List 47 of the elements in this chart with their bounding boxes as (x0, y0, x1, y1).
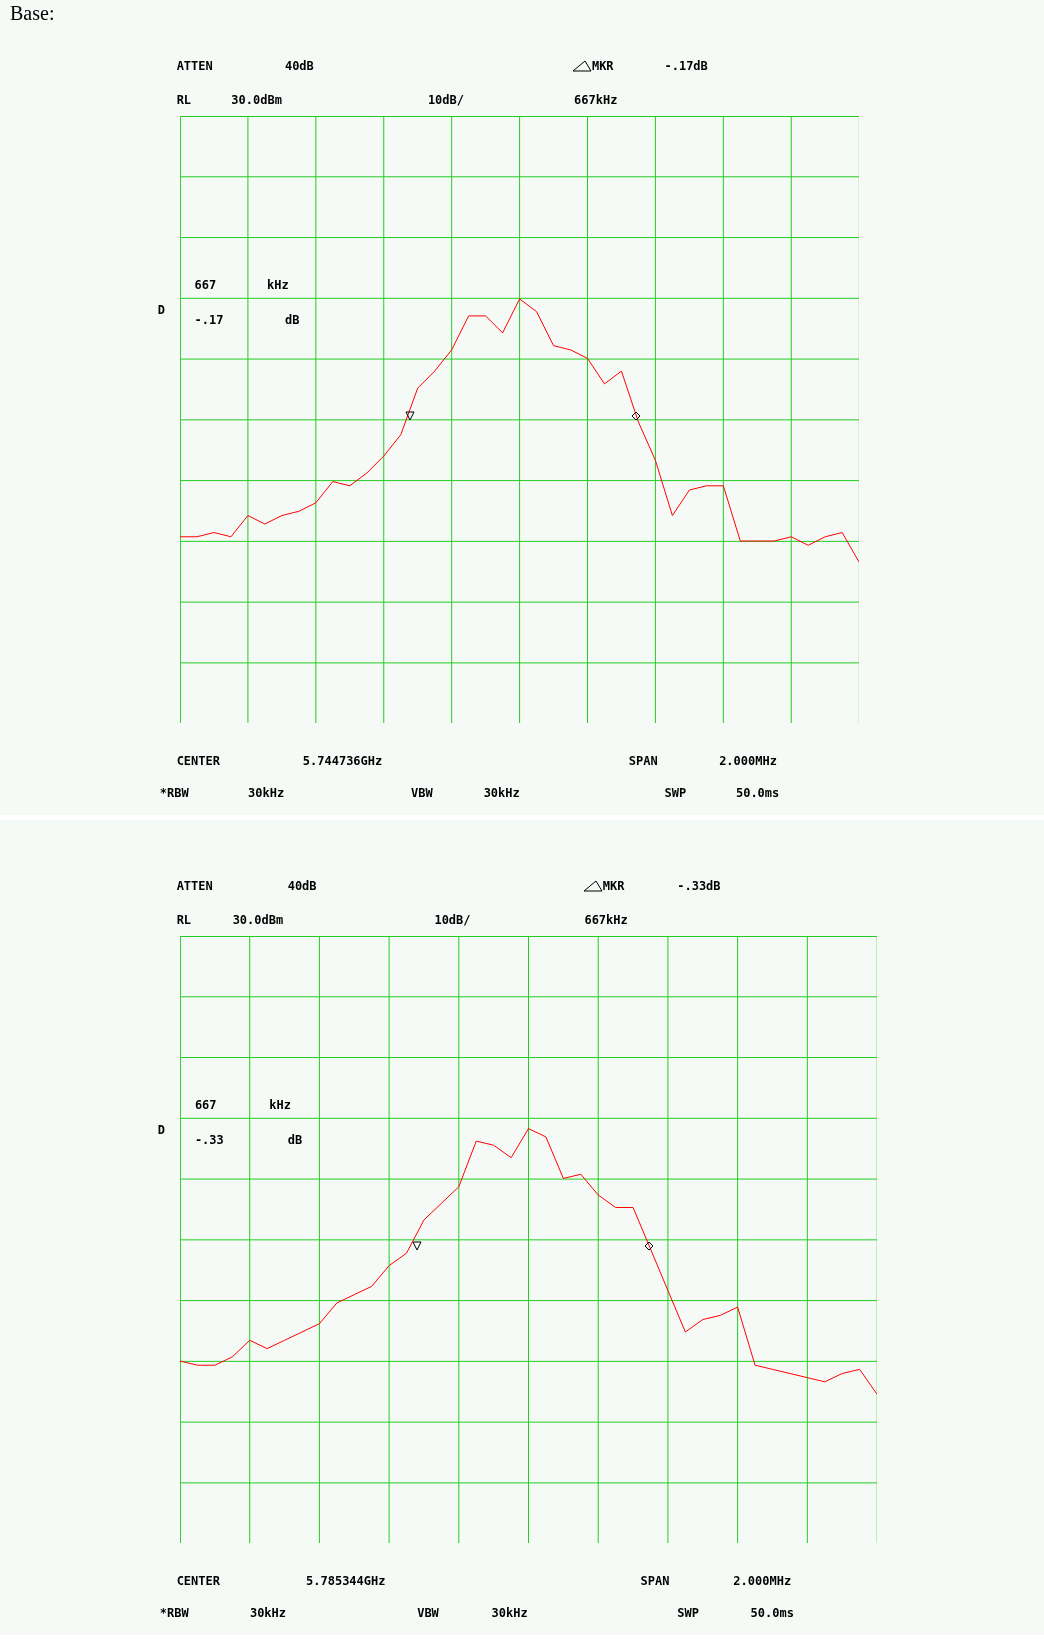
text: 5.785344GHz (306, 1574, 386, 1589)
text: 50.0ms (750, 1605, 794, 1620)
text: 10dB/ (434, 912, 471, 927)
text: 667kHz (584, 912, 628, 927)
text: kHz (267, 277, 289, 292)
text: RL (176, 92, 192, 107)
text: RL (176, 912, 192, 927)
text: 30.0dBm (231, 92, 282, 107)
text: 40dB (284, 59, 314, 74)
annotation: -.17 (194, 312, 224, 327)
text: 667 (194, 1097, 217, 1112)
text: 30kHz (249, 1605, 287, 1620)
text: D (157, 1123, 165, 1138)
text: Base: (10, 2, 55, 25)
text: 30.0dBm (232, 912, 284, 927)
text: MKR (591, 59, 614, 74)
text: 2.000MHz (719, 754, 777, 769)
text: 30kHz (248, 785, 285, 800)
text: 10dB/ (427, 92, 465, 107)
text: SPAN (640, 1574, 670, 1589)
text: D (157, 303, 165, 318)
text: MKR (602, 879, 625, 894)
text: SWP (664, 785, 687, 800)
text: ATTEN (176, 59, 213, 74)
text: 2.000MHz (733, 1574, 792, 1589)
text: 40dB (287, 879, 317, 894)
text: 667kHz (574, 92, 618, 107)
text: 667 (194, 277, 217, 292)
text: 5.744736GHz (302, 754, 383, 769)
text: SPAN (628, 754, 658, 769)
text: -.17dB (664, 59, 708, 74)
text: CENTER (176, 754, 220, 769)
text: CENTER (176, 1574, 220, 1589)
annotation: dB (284, 312, 300, 327)
text: -.33dB (677, 879, 721, 894)
text: *RBW (159, 785, 189, 800)
text: 50.0ms (735, 785, 780, 800)
text: 30kHz (491, 1605, 528, 1620)
annotation: dB (287, 1132, 303, 1147)
text: VBW (411, 785, 433, 800)
text: ATTEN (176, 879, 213, 894)
text: *RBW (159, 1605, 189, 1620)
text: VBW (417, 1605, 439, 1620)
text: SWP (677, 1605, 699, 1620)
text: kHz (269, 1097, 292, 1112)
text: 30kHz (483, 785, 520, 800)
annotation: -.33 (194, 1132, 224, 1147)
